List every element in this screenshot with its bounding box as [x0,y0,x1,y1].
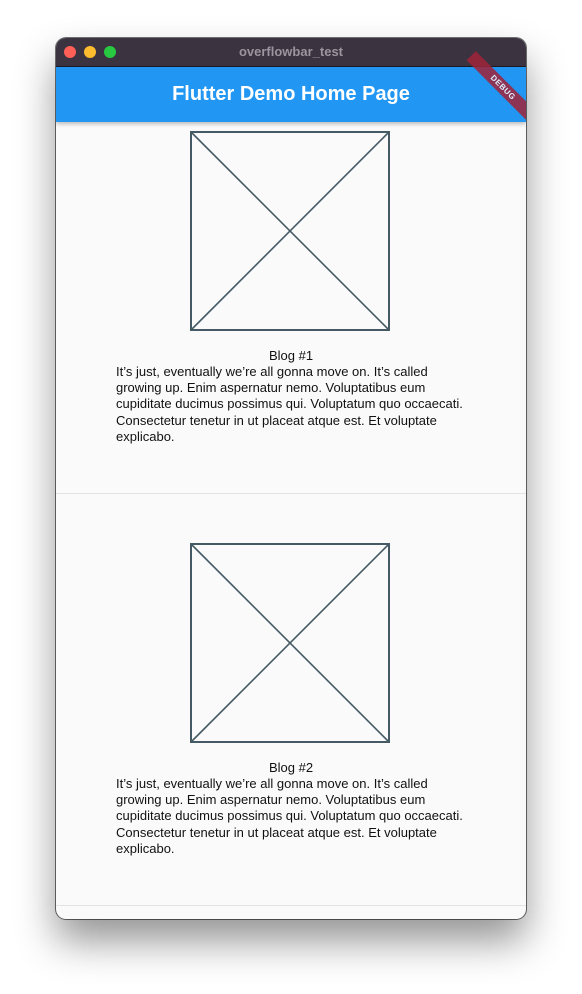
page-title: Flutter Demo Home Page [172,83,410,105]
image-placeholder-icon [190,543,390,743]
blog-list[interactable]: Blog #1 It’s just, eventually we’re all … [56,122,526,919]
list-item[interactable]: Blog #1 It’s just, eventually we’re all … [56,122,526,494]
blog-title: Blog #2 [268,760,314,775]
minimize-window-button[interactable] [84,46,96,58]
image-placeholder-icon [190,131,390,331]
blog-body: It’s just, eventually we’re all gonna mo… [116,776,463,856]
list-item[interactable]: Blog #2 It’s just, eventually we’re all … [56,494,526,906]
app-bar: Flutter Demo Home Page DEBUG [56,51,526,124]
maximize-window-button[interactable] [104,46,116,58]
blog-body: It’s just, eventually we’re all gonna mo… [116,364,463,444]
window-titlebar[interactable]: overflowbar_test [56,38,526,67]
blog-title: Blog #1 [268,348,314,363]
close-window-button[interactable] [64,46,76,58]
app-window: overflowbar_test Flutter Demo Home Page … [56,38,526,919]
window-title: overflowbar_test [238,44,344,59]
